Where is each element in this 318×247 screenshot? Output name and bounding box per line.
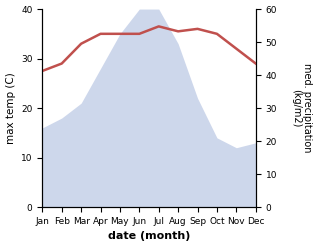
- X-axis label: date (month): date (month): [108, 231, 190, 242]
- Y-axis label: med. precipitation
(kg/m2): med. precipitation (kg/m2): [291, 63, 313, 153]
- Y-axis label: max temp (C): max temp (C): [5, 72, 16, 144]
